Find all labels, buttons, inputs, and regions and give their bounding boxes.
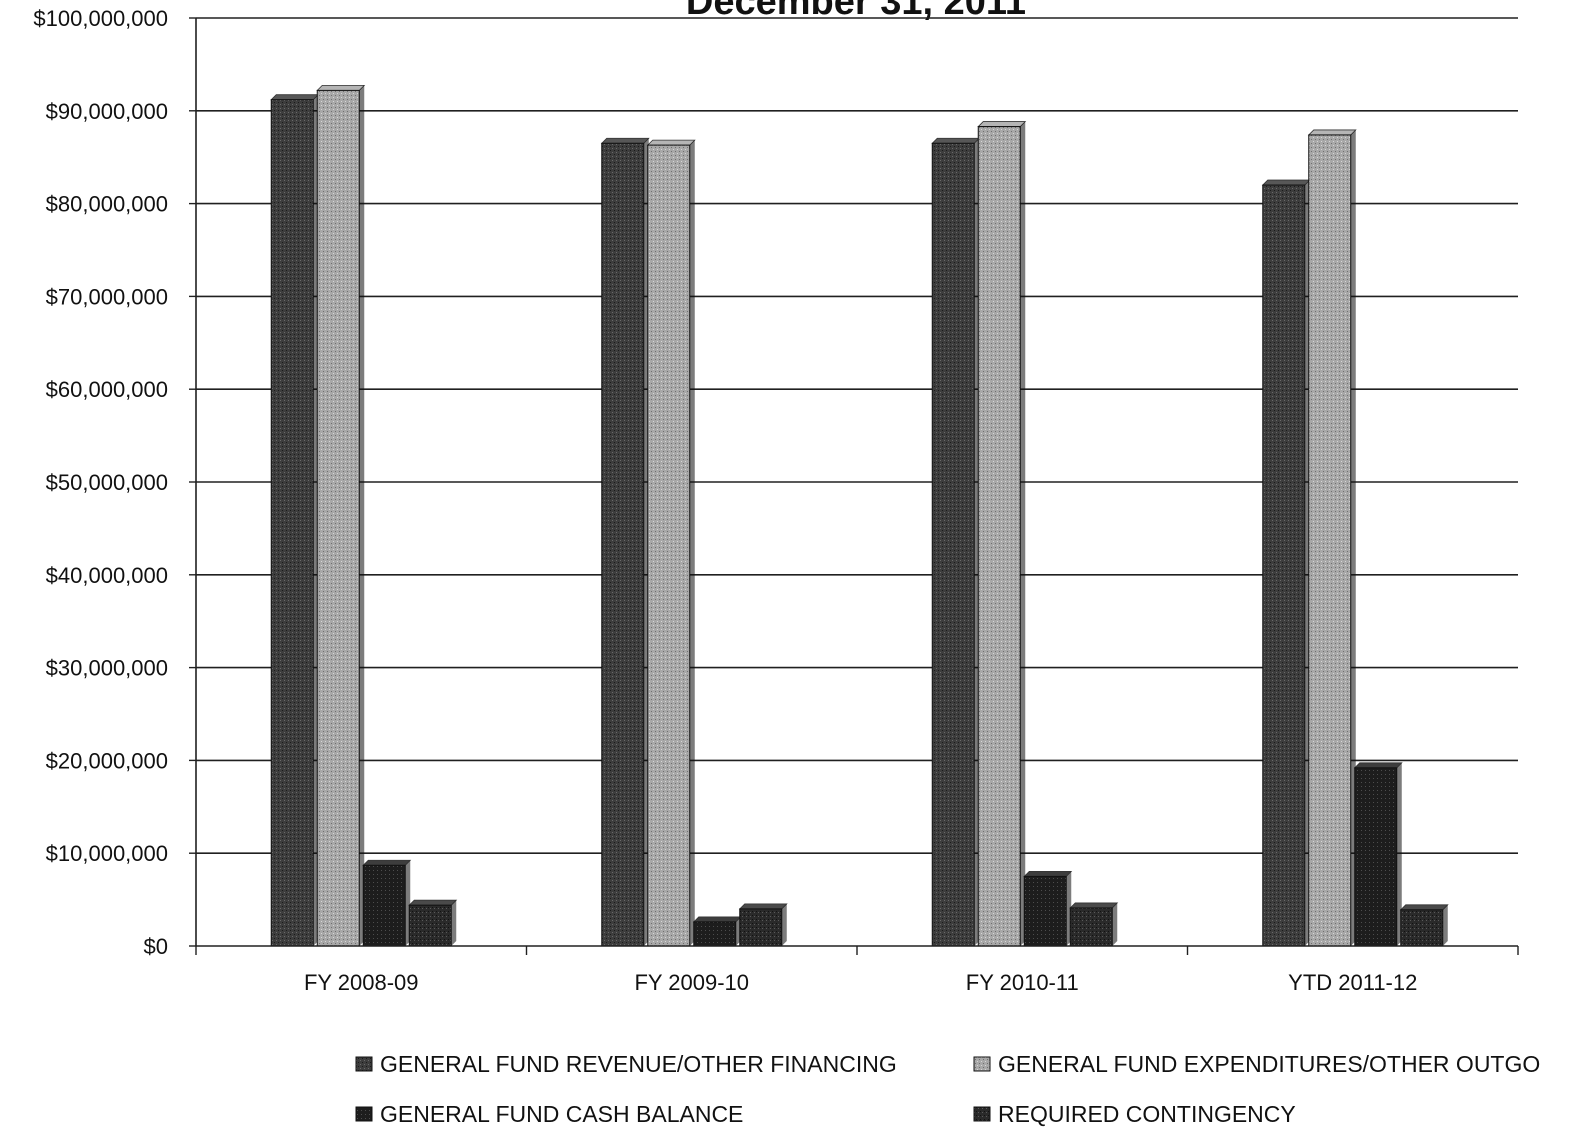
legend-item: GENERAL FUND EXPENDITURES/OTHER OUTGO	[973, 1051, 1540, 1077]
bar-top	[738, 903, 788, 910]
bar	[316, 84, 366, 947]
bar	[270, 94, 320, 947]
y-tick-label: $60,000,000	[46, 377, 168, 402]
y-tick-label: $0	[144, 934, 168, 959]
bar	[1307, 129, 1357, 947]
bar-face	[693, 921, 737, 947]
bar-top	[1307, 129, 1357, 136]
bar-face	[316, 89, 360, 947]
y-tick-label: $10,000,000	[46, 841, 168, 866]
legend-swatch	[355, 1106, 373, 1122]
bar	[1023, 871, 1073, 947]
bar	[1399, 904, 1449, 947]
bar-side	[1020, 121, 1026, 947]
x-tick-label: FY 2009-10	[634, 970, 749, 995]
bar-face	[1354, 767, 1398, 947]
bar	[977, 121, 1027, 947]
tick-labels: $0 $10,000,000 $20,000,000 $30,000,000 $40,0…	[33, 6, 1417, 995]
bar-face	[408, 904, 452, 947]
bar-top	[270, 94, 320, 101]
bar-top	[646, 139, 696, 146]
bar-top	[1023, 871, 1073, 877]
bar-side	[781, 903, 787, 946]
bar-face	[1262, 184, 1306, 947]
bar	[1261, 179, 1311, 947]
legend-item: REQUIRED CONTINGENCY	[973, 1101, 1296, 1127]
axes	[189, 17, 1519, 955]
legend: GENERAL FUND REVENUE/OTHER FINANCING GENE…	[355, 1051, 1540, 1127]
legend-item: GENERAL FUND REVENUE/OTHER FINANCING	[355, 1051, 897, 1077]
y-tick-label: $30,000,000	[46, 656, 168, 681]
x-tick-label: YTD 2011-12	[1288, 970, 1417, 995]
y-tick-label: $90,000,000	[46, 99, 168, 124]
bar-face	[1023, 875, 1067, 947]
bar-side	[1350, 129, 1356, 947]
legend-swatch	[973, 1106, 991, 1122]
bars	[270, 84, 1449, 947]
bar-face	[270, 99, 314, 947]
y-tick-label: $40,000,000	[46, 563, 168, 588]
legend-label: GENERAL FUND REVENUE/OTHER FINANCING	[380, 1051, 897, 1077]
bar	[1069, 902, 1119, 947]
legend-item: GENERAL FUND CASH BALANCE	[355, 1101, 743, 1127]
bar-side	[1396, 762, 1402, 946]
bar	[738, 903, 788, 947]
bar-top	[977, 121, 1027, 127]
legend-label: REQUIRED CONTINGENCY	[998, 1101, 1296, 1127]
x-tick-label: FY 2010-11	[966, 970, 1079, 995]
bar-top	[362, 859, 412, 866]
bar	[692, 916, 742, 947]
x-tick-label: FY 2008-09	[304, 970, 419, 995]
y-tick-label: $100,000,000	[33, 6, 168, 31]
bar	[646, 139, 696, 947]
bar-side	[689, 140, 695, 947]
bar-side	[1442, 904, 1448, 946]
legend-swatch	[355, 1056, 373, 1072]
bar-face	[931, 142, 975, 947]
bar-face	[362, 864, 406, 947]
bar-top	[600, 137, 650, 144]
bar	[408, 899, 458, 947]
y-tick-label: $70,000,000	[46, 284, 168, 309]
bar-face	[601, 142, 645, 947]
bar-top	[931, 137, 981, 144]
bar-face	[1069, 907, 1113, 947]
bar-side	[1112, 902, 1118, 946]
bar-face	[1308, 134, 1352, 947]
bar-side	[451, 900, 457, 946]
bar-top	[1399, 904, 1449, 911]
bar-face	[977, 126, 1021, 947]
bar-face	[647, 144, 691, 947]
bar-face	[1400, 909, 1444, 947]
bar	[931, 137, 981, 947]
bar-top	[1353, 762, 1403, 769]
y-tick-label: $80,000,000	[46, 192, 168, 217]
bar	[1353, 762, 1403, 947]
bar-top	[316, 84, 366, 91]
legend-label: GENERAL FUND CASH BALANCE	[380, 1101, 743, 1127]
y-tick-label: $50,000,000	[46, 470, 168, 495]
legend-label: GENERAL FUND EXPENDITURES/OTHER OUTGO	[998, 1051, 1540, 1077]
bar-top	[1261, 179, 1311, 186]
bar	[600, 137, 650, 947]
bar	[362, 859, 412, 947]
bar-face	[739, 908, 783, 947]
gridlines	[196, 17, 1518, 855]
bar-top	[1069, 902, 1119, 909]
y-tick-label: $20,000,000	[46, 748, 168, 773]
chart-title: December 31, 2011	[686, 0, 1026, 23]
legend-swatch	[973, 1056, 991, 1072]
bar-top	[408, 899, 458, 906]
bar-top	[692, 916, 742, 923]
bar-side	[359, 85, 365, 946]
